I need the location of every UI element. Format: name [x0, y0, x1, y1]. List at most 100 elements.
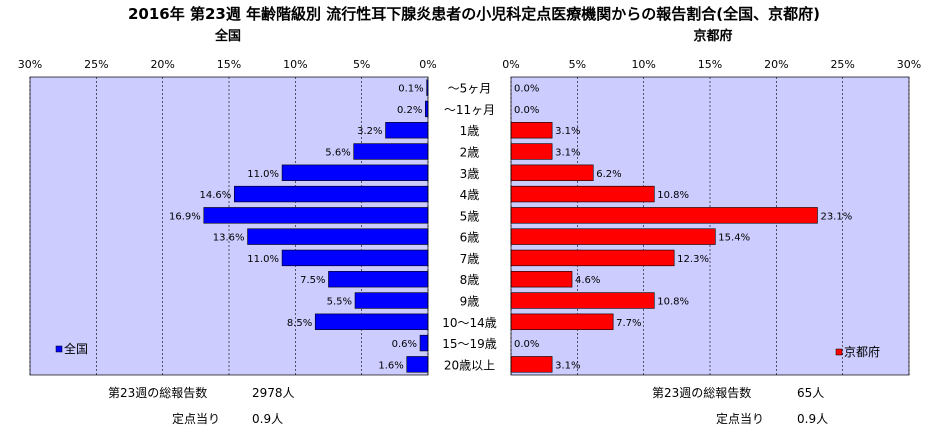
right-tick-label: 10% [631, 58, 655, 71]
left-bar [203, 207, 429, 224]
left-data-label: 0.2% [397, 105, 422, 116]
chart-title: 2016年 第23週 年齢階級別 流行性耳下腺炎患者の小児科定点医療機関からの報… [128, 5, 820, 23]
right-total-value: 65人 [797, 386, 824, 400]
right-bar [510, 271, 573, 288]
category-label: 20歳以上 [444, 358, 495, 372]
right-legend-label: 京都府 [844, 344, 880, 359]
left-bar [314, 313, 429, 330]
category-label: 10～14歳 [442, 316, 497, 330]
left-bar [281, 249, 429, 267]
left-bar [425, 100, 429, 118]
left-tick-labels: 30% 25% 20% 15% 10% 5% 0% [18, 58, 437, 71]
left-data-label: 1.6% [378, 360, 403, 371]
right-bars [510, 122, 818, 373]
left-bar [419, 334, 429, 352]
category-label: 3歳 [460, 167, 480, 181]
right-panel: 0% 5% 10% 15% 20% 25% 30% 0.0% 0.0% 3.1% 3.1% 6.2%… [502, 58, 921, 376]
right-data-label: 23.1% [820, 211, 852, 222]
right-data-label: 0.0% [514, 105, 539, 116]
left-total-value: 2978人 [252, 386, 295, 400]
category-label: ～11ヶ月 [444, 103, 495, 117]
left-data-label: 13.6% [213, 233, 245, 244]
right-tick-label: 15% [698, 58, 722, 71]
category-label: 15～19歳 [442, 337, 497, 351]
left-data-label: 5.5% [327, 297, 352, 308]
left-tick-label: 25% [84, 58, 108, 71]
right-tick-label: 5% [569, 58, 586, 71]
category-label: 5歳 [460, 209, 480, 223]
category-label: 1歳 [460, 124, 480, 138]
left-tick-label: 20% [150, 58, 174, 71]
right-data-labels: 0.0% 0.0% 3.1% 3.1% 6.2% 10.8% 23.1% 15.4% 12.3%… [514, 84, 852, 372]
right-data-label: 3.1% [555, 148, 580, 159]
left-data-label: 0.6% [392, 339, 417, 350]
right-data-label: 12.3% [677, 254, 709, 265]
right-data-label: 10.8% [657, 297, 689, 308]
left-per-label: 定点当り [172, 411, 220, 426]
left-bar [385, 122, 429, 139]
category-label: 2歳 [460, 146, 480, 160]
category-labels: ～5ヶ月 ～11ヶ月 1歳 2歳 3歳 4歳 5歳 6歳 7歳 8歳 9歳 10～14歳 15～19歳 2… [442, 82, 497, 373]
right-data-label: 3.1% [555, 126, 580, 137]
left-footer: 第23週の総報告数 2978人 定点当り 0.9人 [108, 385, 295, 426]
left-data-label: 11.0% [247, 169, 279, 180]
left-bar [247, 228, 429, 245]
left-data-label: 11.0% [247, 254, 279, 265]
left-data-labels: 0.1%0.2%3.2%5.6%11.0%14.6%16.9%13.6%11.0… [169, 84, 424, 372]
category-label: 4歳 [460, 188, 480, 202]
left-data-label: 14.6% [200, 190, 232, 201]
right-total-label: 第23週の総報告数 [652, 385, 751, 400]
category-label: 8歳 [460, 273, 480, 287]
left-data-label: 16.9% [169, 211, 201, 222]
right-data-label: 0.0% [514, 339, 539, 350]
left-total-label: 第23週の総報告数 [108, 385, 207, 400]
right-tick-label: 20% [764, 58, 788, 71]
left-data-label: 8.5% [287, 318, 312, 329]
left-legend: 全国 [55, 341, 88, 356]
right-bar [510, 249, 675, 267]
right-bar [510, 356, 553, 373]
right-data-label: 4.6% [575, 275, 600, 286]
right-legend-swatch [835, 348, 843, 356]
right-tick-labels: 0% 5% 10% 15% 20% 25% 30% [502, 58, 921, 71]
left-bar [353, 143, 429, 160]
right-footer: 第23週の総報告数 65人 定点当り 0.9人 [652, 385, 828, 426]
category-label: 6歳 [460, 231, 480, 245]
left-bar [328, 271, 429, 288]
left-tick-label: 10% [283, 58, 307, 71]
category-label: 7歳 [460, 252, 480, 266]
right-bar [510, 185, 655, 203]
right-data-label: 3.1% [555, 360, 580, 371]
right-bar [510, 207, 818, 224]
category-label: 9歳 [460, 295, 480, 309]
left-data-label: 0.1% [398, 84, 423, 95]
left-tick-label: 5% [353, 58, 370, 71]
left-bar [406, 356, 429, 373]
right-legend: 京都府 [835, 344, 880, 359]
right-data-label: 10.8% [657, 190, 689, 201]
left-panel: 30% 25% 20% 15% 10% 5% 0% 0.1% 0.2% 3.2% 5.6% 11.0… [18, 58, 437, 376]
right-bar [510, 143, 553, 160]
left-bar [354, 292, 429, 309]
left-data-label: 7.5% [300, 275, 325, 286]
right-data-label: 0.0% [514, 84, 539, 95]
left-data-label: 3.2% [357, 126, 382, 137]
left-tick-label: 0% [419, 58, 436, 71]
right-per-label: 定点当り [716, 411, 764, 426]
right-bar [510, 228, 716, 245]
right-tick-label: 30% [897, 58, 921, 71]
left-bar [281, 164, 429, 181]
left-bar [234, 185, 429, 203]
left-bars [203, 79, 429, 373]
right-bar [510, 313, 614, 330]
left-plot-frame [29, 76, 429, 376]
right-data-label: 6.2% [596, 169, 621, 180]
right-tick-label: 25% [830, 58, 854, 71]
left-data-label: 5.6% [325, 148, 350, 159]
left-per-value: 0.9人 [252, 412, 283, 426]
left-panel-subtitle: 全国 [214, 28, 241, 44]
category-label: ～5ヶ月 [448, 82, 492, 96]
left-legend-label: 全国 [64, 341, 88, 356]
right-bar [510, 292, 655, 309]
